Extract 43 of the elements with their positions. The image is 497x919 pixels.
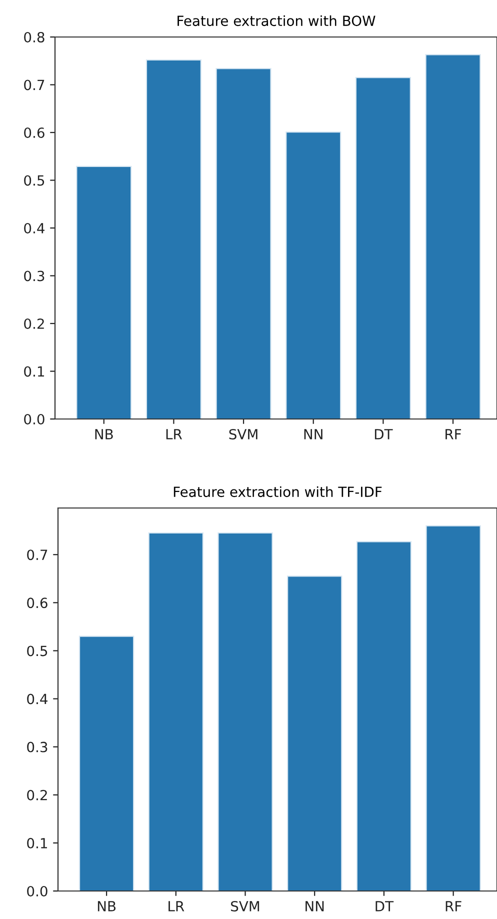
y-tick-label: 0.4 (24, 222, 44, 234)
bar (356, 541, 412, 891)
chart-title: Feature extraction with TF-IDF (174, 486, 382, 498)
y-tick-label: 0.7 (24, 80, 44, 90)
bar (425, 54, 481, 419)
bar (218, 532, 273, 891)
bar (286, 131, 342, 419)
x-tick-label: DT (374, 429, 393, 440)
bar (355, 77, 411, 419)
y-tick-label: 0.6 (24, 127, 44, 138)
bar (78, 636, 134, 891)
x-tick-label: NB (98, 901, 116, 912)
y-tick-label: 0.5 (27, 646, 48, 656)
y-tick-label: 0.0 (27, 886, 48, 896)
bar (426, 525, 481, 891)
y-tick-label: 0.8 (24, 32, 44, 42)
x-tick-label: NB (95, 429, 113, 440)
x-tick-label: LR (168, 901, 184, 912)
bar (76, 166, 132, 419)
x-tick-label: LR (166, 429, 182, 440)
bar (146, 59, 202, 419)
x-tick-label: SVM (231, 900, 260, 912)
x-tick-label: NN (306, 901, 324, 912)
y-tick-label: 0.3 (24, 270, 44, 282)
y-tick-label: 0.2 (24, 318, 44, 329)
y-tick-label: 0.5 (24, 175, 44, 186)
y-tick-label: 0.1 (24, 366, 44, 377)
y-tick-label: 0.7 (27, 550, 48, 560)
bar (216, 68, 272, 419)
bar (287, 576, 342, 891)
y-tick-label: 0.0 (24, 414, 44, 424)
x-tick-label: NN (304, 429, 322, 440)
x-tick-label: DT (376, 901, 394, 912)
y-tick-label: 0.3 (27, 742, 48, 752)
y-tick-label: 0.2 (27, 790, 47, 800)
chart-title: Feature extraction with BOW (178, 15, 376, 26)
y-tick-label: 0.4 (27, 694, 48, 704)
x-tick-label: SVM (229, 428, 258, 440)
y-tick-label: 0.1 (27, 838, 47, 848)
x-tick-label: RF (446, 901, 462, 912)
y-tick-label: 0.6 (27, 598, 48, 608)
x-tick-label: RF (446, 429, 462, 440)
bar (148, 532, 204, 891)
